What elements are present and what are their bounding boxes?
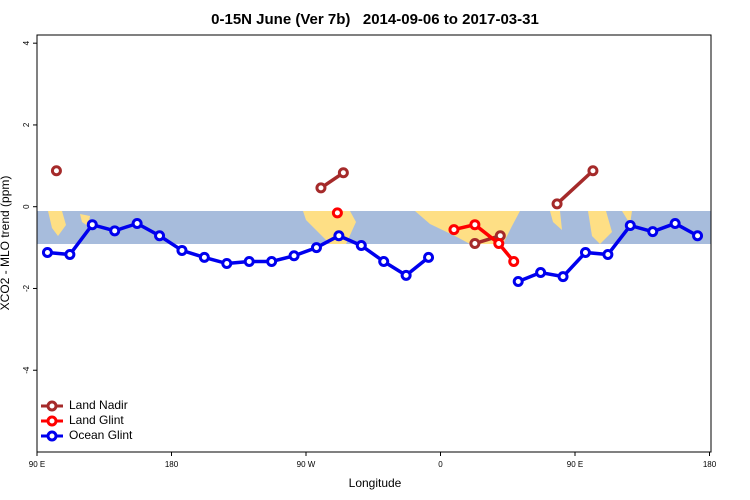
land-shape: [588, 211, 612, 244]
point: [469, 219, 481, 231]
point: [557, 271, 569, 283]
point: [535, 267, 547, 279]
point: [221, 258, 233, 270]
x-tick-label: 90 E: [29, 460, 45, 469]
point: [198, 251, 210, 263]
point: [131, 217, 143, 229]
point: [176, 244, 188, 256]
y-tick-label: 0: [22, 204, 31, 209]
x-tick-label: 180: [703, 460, 717, 469]
point: [333, 230, 345, 242]
point: [310, 242, 322, 254]
series-line: [555, 169, 595, 206]
point: [64, 249, 76, 261]
point: [493, 238, 505, 249]
point: [288, 250, 300, 262]
point: [579, 246, 591, 258]
x-tick-label: 180: [165, 460, 179, 469]
point: [86, 219, 98, 231]
point: [400, 269, 412, 281]
legend-label: Land Nadir: [69, 398, 128, 412]
x-tick-label: 90 W: [297, 460, 316, 469]
chart-title: 0-15N June (Ver 7b) 2014-09-06 to 2017-0…: [211, 11, 539, 28]
point: [602, 249, 614, 261]
point: [512, 276, 524, 288]
y-tick-label: 4: [22, 40, 31, 45]
point: [50, 165, 62, 177]
point: [508, 255, 520, 267]
legend-label: Ocean Glint: [69, 428, 133, 442]
point: [154, 230, 166, 242]
point: [587, 165, 599, 177]
y-tick-label: -4: [22, 366, 31, 374]
point: [41, 246, 53, 258]
land-shape: [48, 211, 66, 236]
point: [331, 207, 343, 219]
point: [692, 230, 704, 242]
y-tick-label: -2: [22, 284, 31, 292]
legend-label: Land Glint: [69, 413, 124, 427]
point: [624, 220, 636, 232]
point: [551, 198, 563, 210]
point: [423, 251, 435, 263]
point: [315, 182, 327, 194]
x-axis-label: Longitude: [349, 476, 402, 490]
plot-frame: [36, 34, 712, 453]
point: [337, 167, 349, 179]
x-tick-label: 0: [438, 460, 443, 469]
series-line: [453, 222, 516, 263]
land-shape: [550, 211, 562, 230]
point: [647, 226, 659, 238]
legend-marker: [46, 415, 58, 427]
point: [266, 255, 278, 267]
point: [469, 238, 481, 249]
point: [448, 224, 460, 236]
x-tick-label: 90 E: [567, 460, 583, 469]
point: [355, 240, 367, 252]
legend-marker: [46, 430, 58, 442]
point: [378, 255, 390, 267]
point: [669, 217, 681, 229]
point: [243, 255, 255, 267]
y-tick-label: 2: [22, 122, 31, 127]
legend-marker: [46, 400, 58, 412]
point: [109, 225, 121, 237]
y-axis-label: XCO2 - MLO trend (ppm): [0, 176, 12, 311]
